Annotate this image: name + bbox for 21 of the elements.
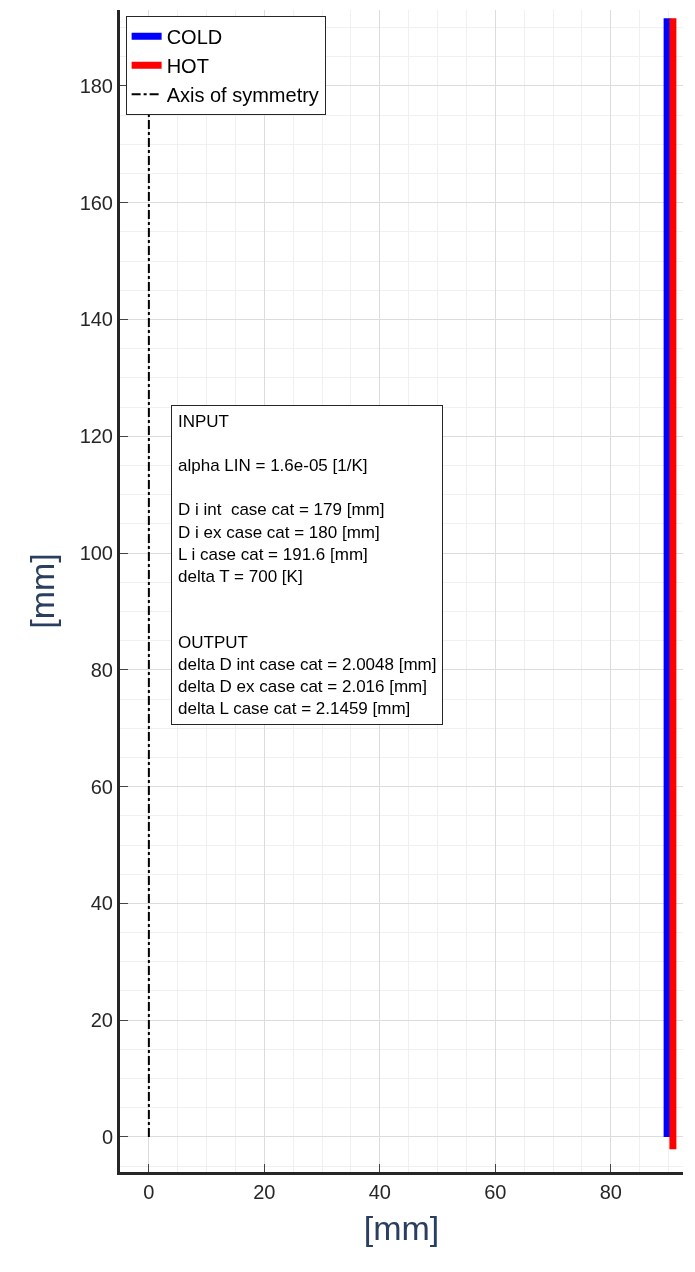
y-tick-label: 120 <box>79 425 113 448</box>
x-tick-label: 20 <box>253 1181 276 1203</box>
legend-label: Axis of symmetry <box>166 84 319 107</box>
x-axis-title: [mm] <box>363 1209 440 1248</box>
y-tick-label: 0 <box>101 1125 113 1148</box>
x-tick-label: 0 <box>143 1181 155 1203</box>
text: INPUT alpha LIN = 1.6e-05 [1/K] D i int case cat = 179 [mm] D i ex case cat = 180 [mm] L i case cat = 191.6 [mm] delta T = 700 [K] OUTPUT delta D int case cat = 2.0048 [mm] delta D ex case cat = 2.016 [mm] delta L case cat = 2.1459 [mm] <box>178 412 437 719</box>
y-tick-label: 100 <box>79 542 113 565</box>
y-tick-label: 80 <box>90 658 113 681</box>
y-axis-title: [mm] <box>23 553 62 629</box>
y-tick-label: 140 <box>79 308 113 331</box>
x-tick-label: 80 <box>599 1181 622 1203</box>
y-tick-label: 40 <box>90 892 113 915</box>
x-tick-label: 60 <box>484 1181 507 1203</box>
legend-label: HOT <box>166 55 209 78</box>
y-tick-label: 20 <box>90 1009 113 1032</box>
y-tick-label: 160 <box>79 191 113 214</box>
legend-label: COLD <box>166 26 223 49</box>
y-tick-label: 60 <box>90 775 113 798</box>
x-tick-label: 40 <box>368 1181 391 1203</box>
y-tick-label: 180 <box>79 74 113 97</box>
